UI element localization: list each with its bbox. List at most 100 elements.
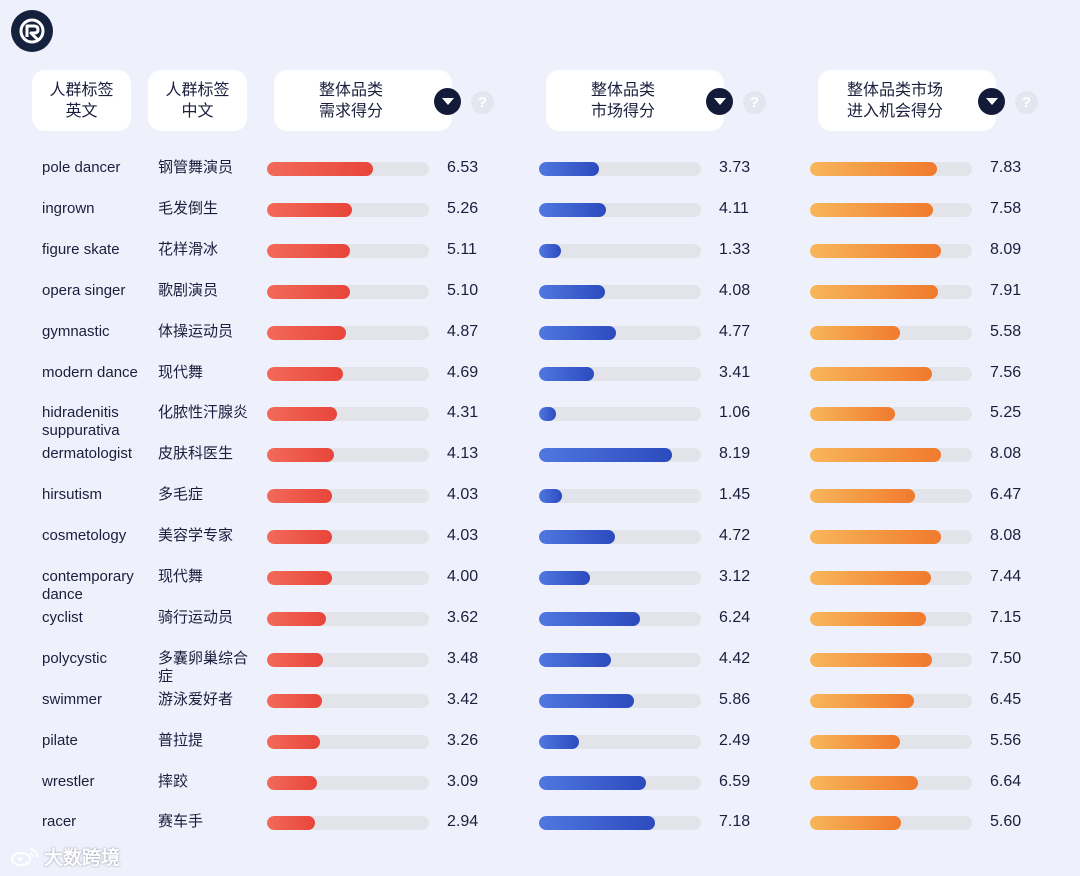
market-value-label: 4.42 bbox=[719, 649, 751, 667]
row-english-label: gymnastic bbox=[42, 322, 110, 340]
market-bar bbox=[539, 530, 616, 545]
demand-bar-track bbox=[267, 325, 429, 340]
demand-bar-track bbox=[267, 775, 429, 790]
market-value-label: 3.41 bbox=[719, 363, 751, 381]
demand-bar-track bbox=[267, 734, 429, 749]
opportunity-bar-track bbox=[810, 243, 972, 258]
opportunity-bar-track bbox=[810, 571, 972, 585]
market-bar-track bbox=[539, 816, 701, 831]
market-bar bbox=[539, 366, 595, 381]
market-bar-track bbox=[539, 284, 701, 299]
table-row: gymnastic 体操运动员 4.87 4.77 5.58 bbox=[0, 323, 1080, 363]
opportunity-value-label: 6.45 bbox=[990, 690, 1022, 708]
demand-bar bbox=[267, 243, 350, 258]
help-demand-button[interactable]: ? bbox=[471, 91, 494, 114]
market-bar bbox=[539, 816, 656, 831]
demand-bar bbox=[267, 489, 333, 504]
market-bar bbox=[539, 325, 617, 340]
demand-value-label: 4.03 bbox=[447, 486, 479, 504]
opportunity-value-label: 7.50 bbox=[990, 649, 1022, 667]
demand-bar bbox=[267, 693, 323, 708]
market-value-label: 4.72 bbox=[719, 527, 751, 545]
table-row: figure skate 花样滑冰 5.11 1.33 8.09 bbox=[0, 241, 1080, 281]
demand-bar bbox=[267, 611, 326, 626]
header-demand-score[interactable]: 整体品类 需求得分 bbox=[274, 70, 452, 131]
help-market-button[interactable]: ? bbox=[743, 91, 766, 114]
row-chinese-label: 钢管舞演员 bbox=[158, 159, 234, 176]
demand-bar-track bbox=[267, 366, 429, 381]
demand-bar-track bbox=[267, 530, 429, 545]
market-bar-track bbox=[539, 366, 701, 381]
table-row: pole dancer 钢管舞演员 6.53 3.73 7.83 bbox=[0, 159, 1080, 199]
question-mark-icon: ? bbox=[1021, 94, 1032, 111]
row-chinese-label: 骑行运动员 bbox=[158, 608, 234, 626]
sort-demand-button[interactable] bbox=[434, 88, 461, 115]
header-english-text: 人群标签 英文 bbox=[49, 81, 114, 120]
table-row: contemporary dance 现代舞 4.00 3.12 7.44 bbox=[0, 568, 1080, 608]
opportunity-bar-track bbox=[810, 530, 972, 545]
market-value-label: 5.86 bbox=[719, 690, 751, 708]
sort-opportunity-button[interactable] bbox=[978, 88, 1005, 115]
demand-bar bbox=[267, 325, 346, 340]
market-bar bbox=[539, 243, 561, 258]
demand-bar-track bbox=[267, 448, 429, 463]
brand-logo-icon bbox=[11, 10, 53, 52]
opportunity-bar-track bbox=[810, 202, 972, 217]
market-bar-track bbox=[539, 243, 701, 258]
row-english-label: cyclist bbox=[42, 608, 83, 626]
demand-value-label: 3.42 bbox=[447, 690, 479, 708]
opportunity-value-label: 8.08 bbox=[990, 527, 1022, 545]
opportunity-bar bbox=[810, 162, 937, 176]
opportunity-value-label: 7.44 bbox=[990, 568, 1022, 585]
header-chinese-text: 人群标签 中文 bbox=[165, 81, 230, 120]
demand-value-label: 4.69 bbox=[447, 363, 479, 381]
demand-bar-track bbox=[267, 489, 429, 504]
market-bar bbox=[539, 693, 634, 708]
opportunity-bar bbox=[810, 611, 926, 626]
market-bar-track bbox=[539, 162, 701, 176]
opportunity-value-label: 7.58 bbox=[990, 199, 1022, 217]
help-opportunity-button[interactable]: ? bbox=[1015, 91, 1038, 114]
market-bar bbox=[539, 652, 611, 667]
row-english-label: modern dance bbox=[42, 363, 138, 381]
market-value-label: 7.18 bbox=[719, 813, 751, 831]
header-english-label: 人群标签 英文 bbox=[32, 70, 131, 131]
opportunity-value-label: 8.09 bbox=[990, 240, 1022, 258]
market-bar-track bbox=[539, 489, 701, 504]
row-chinese-label: 赛车手 bbox=[158, 813, 204, 831]
opportunity-bar-track bbox=[810, 489, 972, 504]
demand-bar-track bbox=[267, 284, 429, 299]
row-chinese-label: 普拉提 bbox=[158, 731, 204, 749]
header-opportunity-score[interactable]: 整体品类市场 进入机会得分 bbox=[818, 70, 996, 131]
opportunity-bar bbox=[810, 448, 941, 463]
opportunity-bar bbox=[810, 530, 941, 545]
market-bar-track bbox=[539, 530, 701, 545]
row-chinese-label: 体操运动员 bbox=[158, 322, 234, 340]
row-chinese-label: 花样滑冰 bbox=[158, 240, 219, 258]
header-market-score[interactable]: 整体品类 市场得分 bbox=[546, 70, 724, 131]
row-chinese-label: 摔跤 bbox=[158, 772, 189, 790]
sort-market-button[interactable] bbox=[706, 88, 733, 115]
opportunity-value-label: 7.15 bbox=[990, 608, 1022, 626]
row-chinese-label: 多囊卵巢综合症 bbox=[158, 649, 249, 685]
opportunity-bar bbox=[810, 202, 933, 217]
caret-down-icon bbox=[713, 97, 726, 105]
market-bar bbox=[539, 611, 641, 626]
market-bar bbox=[539, 775, 646, 790]
market-bar bbox=[539, 571, 590, 585]
row-chinese-label: 毛发倒生 bbox=[158, 199, 219, 217]
demand-value-label: 2.94 bbox=[447, 813, 479, 831]
row-chinese-label: 多毛症 bbox=[158, 486, 204, 504]
market-bar-track bbox=[539, 652, 701, 667]
header-opportunity-text: 整体品类市场 进入机会得分 bbox=[846, 81, 943, 120]
table-row: cosmetology 美容学专家 4.03 4.72 8.08 bbox=[0, 527, 1080, 567]
question-mark-icon: ? bbox=[749, 94, 760, 111]
market-value-label: 6.24 bbox=[719, 608, 751, 626]
demand-bar bbox=[267, 775, 318, 790]
demand-value-label: 5.11 bbox=[447, 240, 477, 258]
row-english-label: figure skate bbox=[42, 240, 120, 258]
opportunity-bar bbox=[810, 366, 933, 381]
market-value-label: 2.49 bbox=[719, 731, 751, 749]
market-bar-track bbox=[539, 775, 701, 790]
table-row: ingrown 毛发倒生 5.26 4.11 7.58 bbox=[0, 200, 1080, 240]
